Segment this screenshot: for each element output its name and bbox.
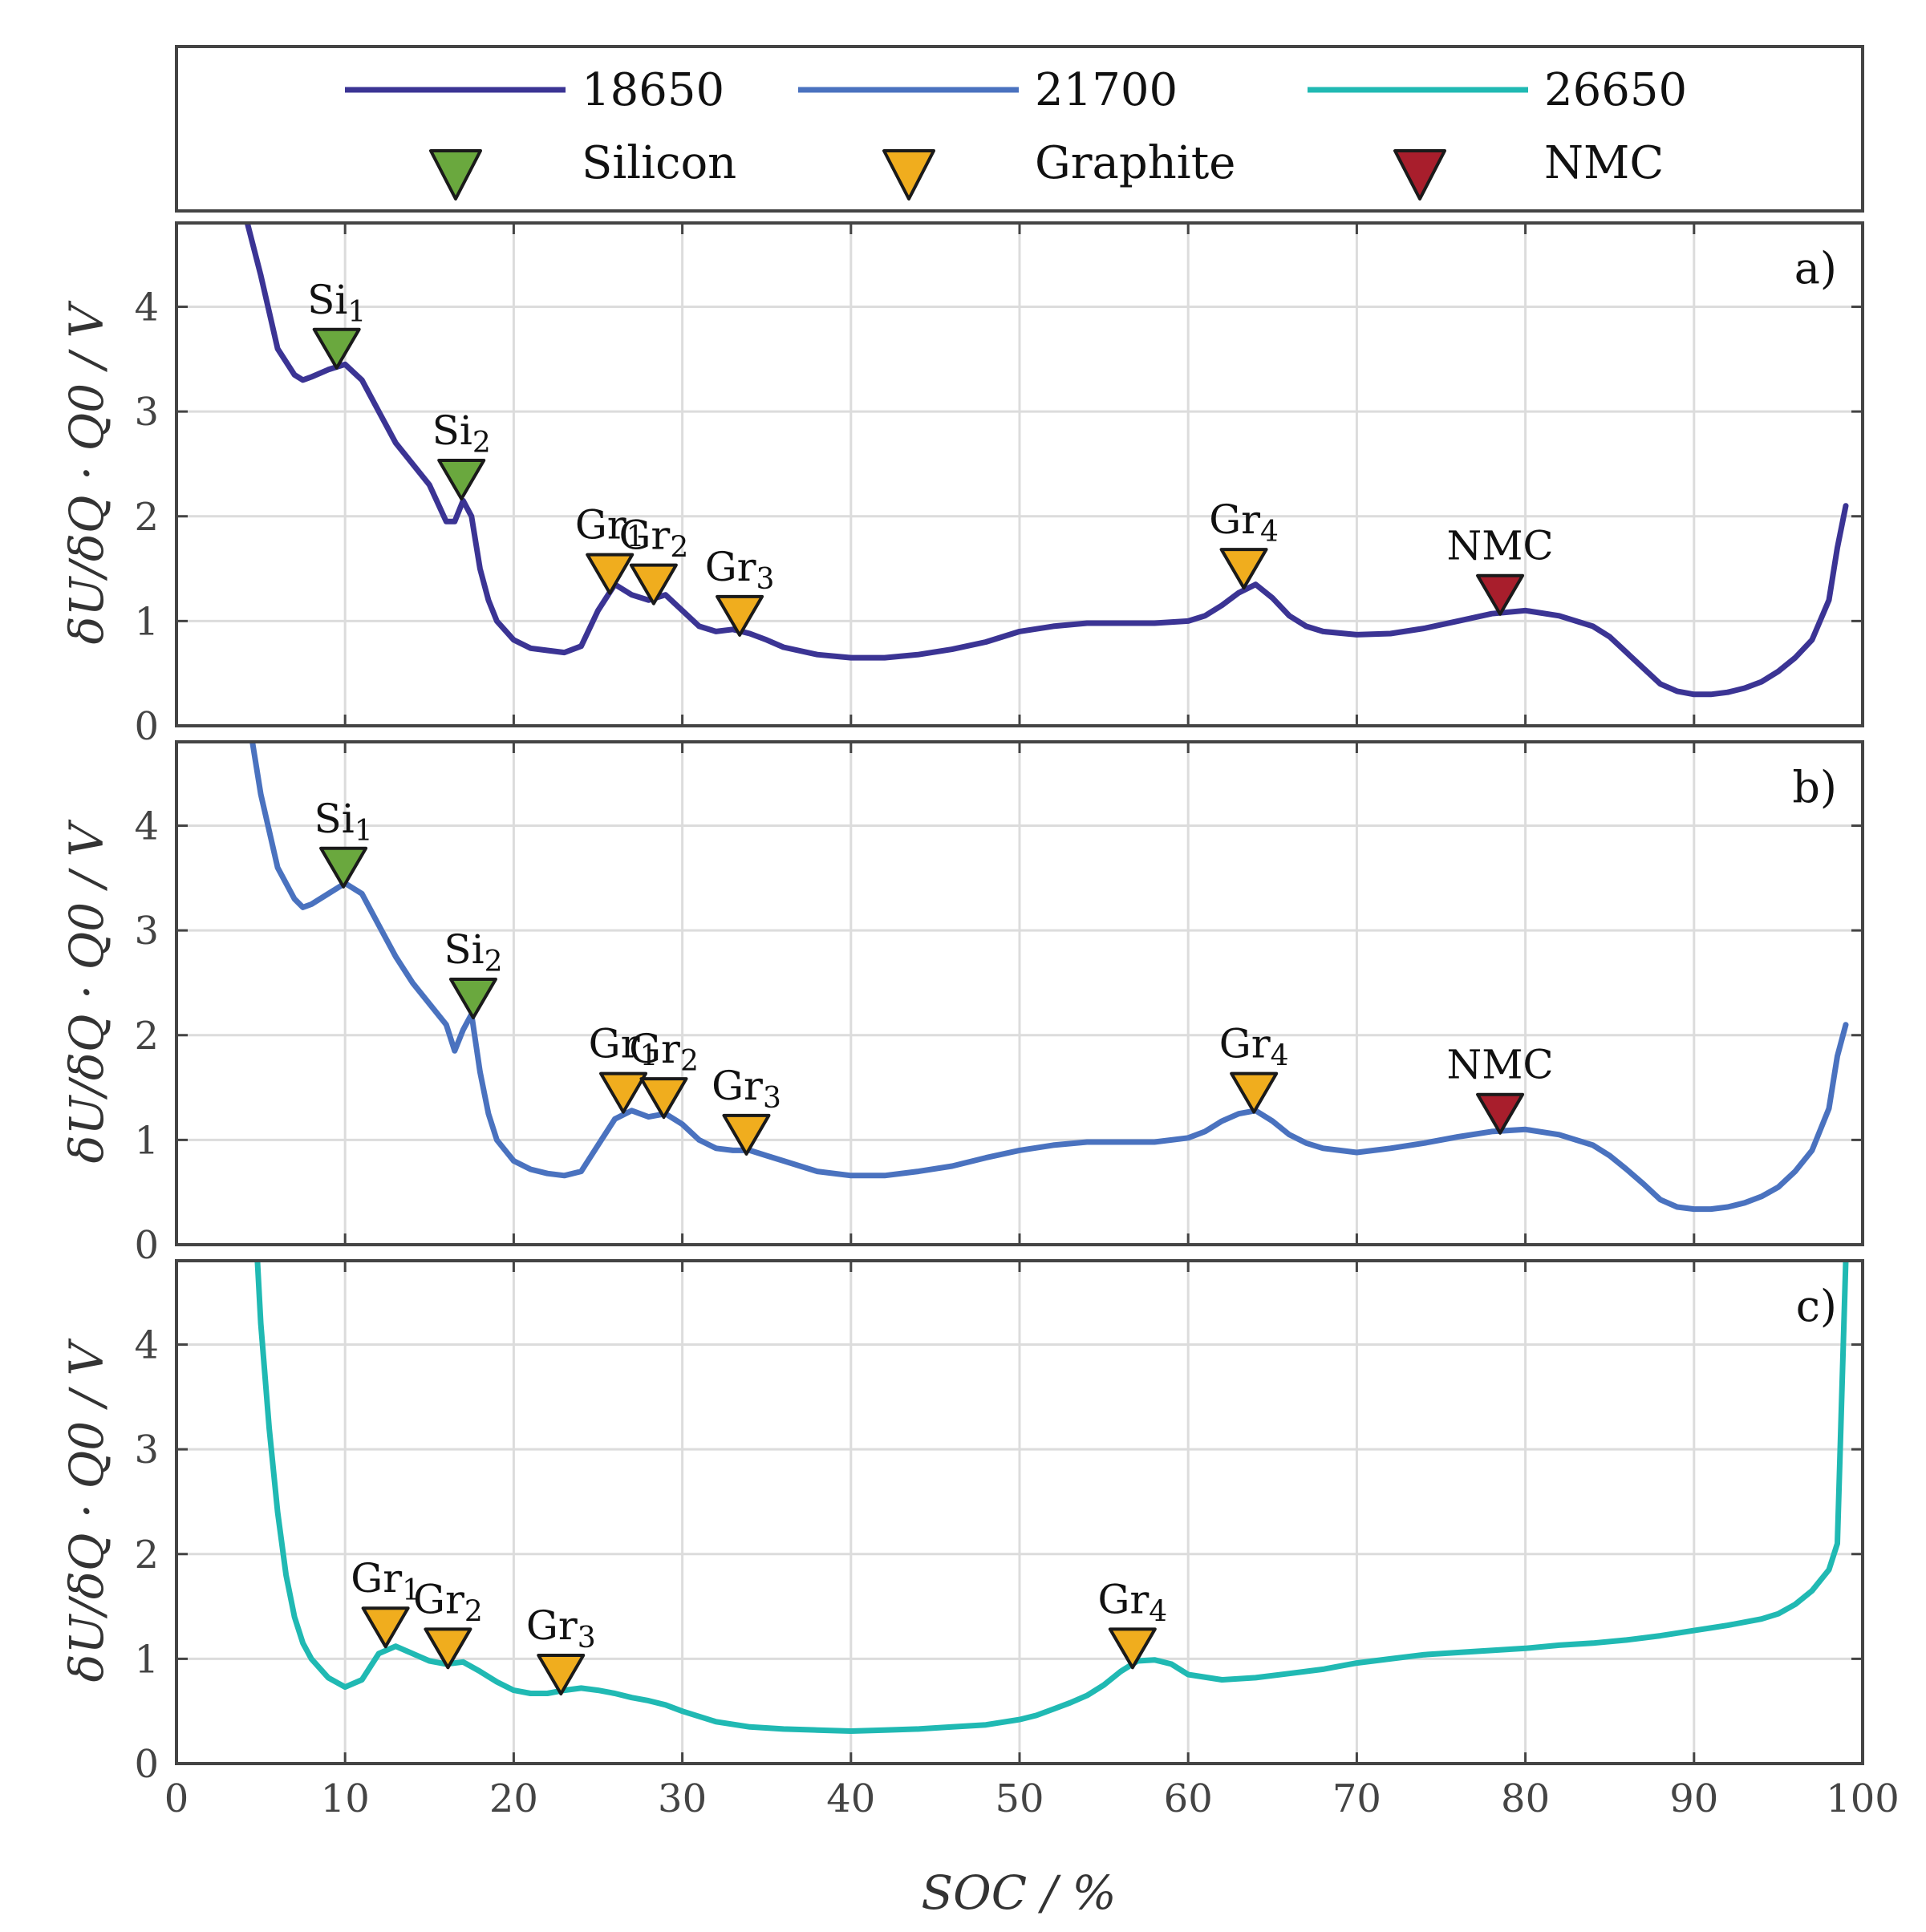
series-line-21700 bbox=[249, 742, 1849, 1213]
y-tick-label: 0 bbox=[134, 704, 159, 749]
marker-label: Gr3 bbox=[712, 1063, 781, 1115]
marker-graphite bbox=[424, 1627, 472, 1670]
marker-graphite bbox=[537, 1653, 586, 1695]
series-line-26650 bbox=[254, 1261, 1849, 1734]
marker-label: Si2 bbox=[444, 926, 502, 978]
marker-label: Gr3 bbox=[705, 544, 775, 596]
marker-graphite bbox=[722, 1113, 771, 1156]
marker-label: Si1 bbox=[307, 277, 366, 329]
panel-label: a) bbox=[1794, 243, 1837, 294]
y-axis-label: δU/δQ · Q0 / V bbox=[59, 1338, 114, 1682]
x-axis: 0 10 20 30 40 50 60 70 80 90 100 bbox=[164, 1776, 1900, 1821]
marker-label: Gr4 bbox=[1209, 496, 1279, 549]
marker-silicon bbox=[312, 327, 361, 370]
marker-graphite bbox=[629, 563, 678, 606]
marker-graphite bbox=[639, 1077, 688, 1120]
marker-label: Gr2 bbox=[629, 1026, 699, 1078]
y-tick-label: 2 bbox=[134, 1014, 159, 1059]
marker-graphite bbox=[1219, 548, 1268, 590]
panel-label: b) bbox=[1792, 762, 1837, 812]
y-tick-label: 1 bbox=[134, 1637, 159, 1682]
marker-graphite bbox=[1108, 1627, 1157, 1670]
series-line-18650 bbox=[244, 223, 1849, 698]
y-tick-label: 3 bbox=[134, 390, 159, 435]
legend-label-graphite: Graphite bbox=[1035, 137, 1235, 189]
y-tick-label: 3 bbox=[134, 909, 159, 954]
y-tick-label: 4 bbox=[134, 804, 159, 849]
x-tick-label: 40 bbox=[826, 1776, 875, 1821]
marker-graphite bbox=[361, 1606, 410, 1649]
legend-label-18650: 18650 bbox=[582, 64, 724, 116]
x-tick-label: 0 bbox=[164, 1776, 189, 1821]
marker-graphite bbox=[599, 1071, 648, 1114]
legend-label-26650: 26650 bbox=[1544, 64, 1687, 116]
x-tick-label: 60 bbox=[1164, 1776, 1213, 1821]
legend: 18650 21700 26650 Silicon Graphite NMC bbox=[175, 45, 1864, 213]
marker-nmc bbox=[1476, 1092, 1525, 1135]
marker-graphite bbox=[1230, 1071, 1279, 1114]
marker-label: Gr2 bbox=[618, 512, 688, 565]
x-tick-label: 30 bbox=[658, 1776, 707, 1821]
y-tick-label: 4 bbox=[134, 1323, 159, 1368]
marker-graphite bbox=[586, 553, 635, 595]
y-tick-label: 3 bbox=[134, 1428, 159, 1472]
marker-label: NMC bbox=[1446, 1042, 1553, 1088]
x-tick-label: 50 bbox=[995, 1776, 1044, 1821]
y-tick-label: 0 bbox=[134, 1223, 159, 1268]
legend-marker-nmc bbox=[1393, 149, 1446, 200]
x-tick-label: 100 bbox=[1826, 1776, 1900, 1821]
x-tick-label: 90 bbox=[1669, 1776, 1718, 1821]
marker-label: Gr1 bbox=[351, 1555, 420, 1607]
y-tick-label: 0 bbox=[134, 1742, 159, 1787]
marker-label: Gr1 bbox=[575, 502, 645, 554]
marker-graphite bbox=[716, 594, 764, 637]
legend-marker-graphite bbox=[882, 149, 935, 200]
marker-label: Gr4 bbox=[1219, 1021, 1289, 1073]
marker-label: NMC bbox=[1446, 523, 1553, 569]
legend-label-nmc: NMC bbox=[1544, 137, 1664, 189]
panel-label: c) bbox=[1796, 1281, 1837, 1331]
marker-nmc bbox=[1476, 573, 1525, 616]
y-tick-label: 4 bbox=[134, 286, 159, 330]
marker-label: Gr1 bbox=[589, 1021, 659, 1073]
y-axis-label: δU/δQ · Q0 / V bbox=[59, 819, 114, 1163]
x-tick-label: 20 bbox=[489, 1776, 538, 1821]
y-axis-label: δU/δQ · Q0 / V bbox=[59, 300, 114, 644]
marker-label: Gr2 bbox=[413, 1576, 483, 1628]
y-tick-label: 1 bbox=[134, 599, 159, 644]
legend-marker-silicon bbox=[429, 149, 482, 200]
x-tick-label: 80 bbox=[1501, 1776, 1550, 1821]
x-tick-label: 70 bbox=[1332, 1776, 1381, 1821]
y-tick-label: 1 bbox=[134, 1118, 159, 1163]
marker-label: Gr3 bbox=[526, 1602, 596, 1655]
marker-label: Si1 bbox=[314, 796, 373, 848]
x-tick-label: 10 bbox=[321, 1776, 370, 1821]
y-tick-label: 2 bbox=[134, 1533, 159, 1578]
legend-label-silicon: Silicon bbox=[582, 137, 736, 189]
marker-silicon bbox=[437, 459, 486, 501]
marker-silicon bbox=[448, 978, 497, 1020]
x-axis-label: SOC / % bbox=[921, 1865, 1116, 1920]
marker-label: Gr4 bbox=[1097, 1576, 1167, 1628]
marker-silicon bbox=[319, 846, 368, 889]
legend-label-21700: 21700 bbox=[1035, 64, 1178, 116]
marker-label: Si2 bbox=[432, 407, 491, 460]
y-tick-label: 2 bbox=[134, 495, 159, 540]
